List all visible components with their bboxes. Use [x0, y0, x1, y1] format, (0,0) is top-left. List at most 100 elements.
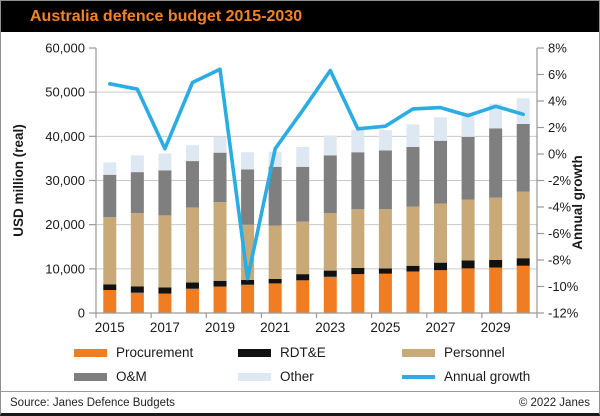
bar-segment [241, 152, 255, 170]
bar-segment [268, 166, 282, 226]
bar-segment [296, 146, 310, 167]
bar-segment [268, 278, 282, 284]
bar-segment [351, 274, 365, 313]
y2-tick-label: -6% [548, 226, 572, 241]
bar-segment [434, 262, 448, 271]
bar-segment [241, 169, 255, 225]
bar-segment [378, 150, 392, 210]
bar-segment [158, 170, 172, 216]
bar-segment [103, 217, 117, 285]
bar-segment [489, 103, 503, 129]
bar-segment [406, 124, 420, 147]
x-tick-label: 2017 [150, 320, 180, 335]
bar-segment [406, 146, 420, 207]
bar-segment [434, 203, 448, 263]
x-tick-label: 2019 [205, 320, 235, 335]
y-tick-label: 20,000 [45, 217, 85, 232]
bar-segment [268, 225, 282, 279]
y-tick-label: 10,000 [45, 261, 85, 276]
legend-item: Annual growth [402, 369, 566, 384]
chart-footer: Source: Janes Defence Budgets © 2022 Jan… [1, 391, 599, 413]
bar-segment [130, 292, 144, 313]
bar-segment [323, 155, 337, 214]
bar-segment [489, 267, 503, 313]
x-tick-label: 2015 [95, 320, 125, 335]
bar-segment [213, 202, 227, 281]
bar-segment [323, 213, 337, 271]
y2-tick-label: 4% [548, 94, 567, 109]
bar-segment [323, 276, 337, 313]
bar-segment [516, 265, 530, 313]
y-tick-label: 30,000 [45, 173, 85, 188]
bar-segment [434, 117, 448, 141]
bar-segment [406, 206, 420, 266]
source-note: Source: Janes Defence Budgets [10, 397, 175, 409]
y2-tick-label: -12% [548, 306, 579, 321]
bar-segment [213, 280, 227, 287]
bar-segment [103, 290, 117, 313]
bar-segment [213, 136, 227, 153]
bar-segment [489, 260, 503, 268]
legend-label: Procurement [116, 345, 194, 360]
bar-segment [461, 260, 475, 269]
bar-segment [461, 268, 475, 313]
bar-segment [296, 221, 310, 275]
bar-segment [461, 199, 475, 261]
bar-segment [378, 209, 392, 269]
legend-item: O&M [74, 369, 238, 384]
bar-segment [296, 280, 310, 313]
y2-tick-label: 6% [548, 67, 567, 82]
bar-segment [516, 258, 530, 266]
bar-segment [185, 161, 199, 208]
y2-tick-label: -2% [548, 173, 572, 188]
bar-segment [130, 213, 144, 287]
bar-segment [489, 197, 503, 260]
bar-segment [130, 155, 144, 173]
bar-segment [213, 152, 227, 203]
bar-segment [158, 215, 172, 288]
legend-swatch-icon [402, 348, 435, 357]
bar-segment [268, 283, 282, 313]
bar-segment [103, 174, 117, 218]
x-tick-label: 2029 [481, 320, 511, 335]
bar-segment [241, 279, 255, 285]
bar-segment [406, 265, 420, 272]
chart-legend: Procurement RDT&E Personnel O&M Other Annual … [1, 345, 599, 384]
annual-growth-line [108, 67, 526, 281]
legend-swatch-icon [402, 374, 435, 379]
legend-item: Procurement [74, 345, 238, 360]
bar-segment [296, 166, 310, 222]
bar-segment [185, 288, 199, 313]
chart-title: Australia defence budget 2015-2030 [30, 8, 303, 25]
bar-segment [103, 162, 117, 175]
bar-segment [434, 140, 448, 204]
y-axis-title: USD million (real) [11, 124, 26, 237]
x-tick-label: 2021 [260, 320, 290, 335]
bar-segment [434, 270, 448, 313]
y-tick-label: 60,000 [45, 41, 85, 56]
chart-title-bar: Australia defence budget 2015-2030 [1, 1, 599, 32]
y2-tick-label: 2% [548, 120, 567, 135]
bar-segment [516, 191, 530, 259]
legend-swatch-icon [238, 372, 271, 381]
bar-segment [378, 268, 392, 274]
bar-segment [103, 284, 117, 291]
bar-segment [158, 153, 172, 171]
bar-segment [241, 224, 255, 280]
bar-segment [185, 282, 199, 289]
bar-segment [130, 172, 144, 214]
x-tick-label: 2023 [315, 320, 345, 335]
bar-segment [185, 145, 199, 162]
legend-label: O&M [116, 369, 147, 384]
legend-row: O&M Other Annual growth [74, 369, 599, 384]
bar-segment [489, 128, 503, 198]
bar-segment [516, 98, 530, 124]
bar-segment [185, 207, 199, 283]
y-tick-label: 50,000 [45, 85, 85, 100]
y-tick-label: 40,000 [45, 129, 85, 144]
bar-segment [351, 267, 365, 275]
y2-tick-label: -10% [548, 279, 579, 294]
bar-segment [268, 151, 282, 167]
copyright-note: © 2022 Janes [518, 397, 590, 409]
